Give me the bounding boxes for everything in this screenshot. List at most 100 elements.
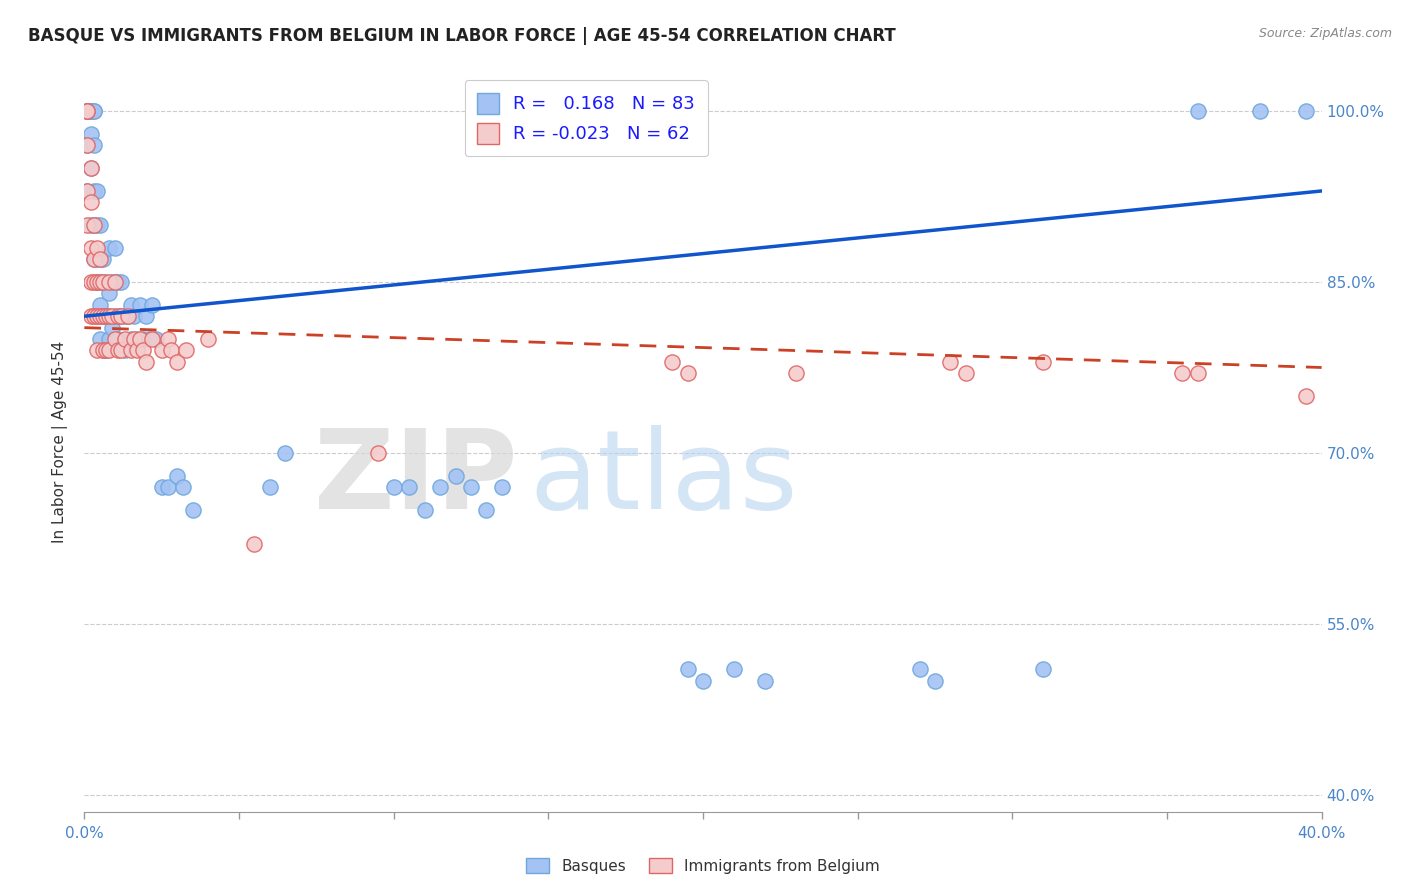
Point [141, 332, 163, 346]
Point [83, 184, 105, 198]
Point [166, 468, 188, 483]
Point [104, 310, 127, 324]
Point [939, 355, 962, 369]
Point [172, 480, 194, 494]
Point [91, 310, 114, 324]
Point [76, 138, 98, 153]
Point [367, 446, 389, 460]
Point [110, 275, 132, 289]
Point [91, 275, 114, 289]
Legend: R =   0.168   N = 83, R = -0.023   N = 62: R = 0.168 N = 83, R = -0.023 N = 62 [464, 80, 707, 156]
Point [122, 310, 145, 324]
Point [382, 480, 405, 494]
Point [98, 332, 121, 346]
Point [94, 275, 117, 289]
Point [181, 503, 204, 517]
Point [79, 218, 101, 232]
Point [79, 104, 101, 119]
Point [83, 218, 105, 232]
Point [86, 310, 108, 324]
Point [120, 343, 142, 358]
Point [114, 343, 136, 358]
Point [86, 343, 108, 358]
Point [107, 310, 129, 324]
Point [120, 298, 142, 312]
Point [104, 275, 127, 289]
Point [83, 275, 105, 289]
Point [98, 275, 121, 289]
Point [83, 218, 105, 232]
Point [135, 310, 157, 324]
Point [79, 310, 101, 324]
Point [141, 298, 163, 312]
Point [91, 275, 114, 289]
Text: BASQUE VS IMMIGRANTS FROM BELGIUM IN LABOR FORCE | AGE 45-54 CORRELATION CHART: BASQUE VS IMMIGRANTS FROM BELGIUM IN LAB… [28, 27, 896, 45]
Point [259, 480, 281, 494]
Point [125, 343, 148, 358]
Point [86, 184, 108, 198]
Point [91, 343, 114, 358]
Point [76, 138, 98, 153]
Point [120, 332, 142, 346]
Point [723, 662, 745, 676]
Point [176, 343, 198, 358]
Point [107, 343, 129, 358]
Point [101, 310, 124, 324]
Point [86, 218, 108, 232]
Point [156, 332, 179, 346]
Point [754, 673, 776, 688]
Point [76, 104, 98, 119]
Y-axis label: In Labor Force | Age 45-54: In Labor Force | Age 45-54 [52, 341, 69, 542]
Point [150, 480, 173, 494]
Point [110, 343, 132, 358]
Point [661, 355, 683, 369]
Point [955, 366, 977, 380]
Point [76, 104, 98, 119]
Point [83, 310, 105, 324]
Text: atlas: atlas [530, 425, 799, 532]
Point [89, 298, 111, 312]
Point [398, 480, 420, 494]
Point [89, 275, 111, 289]
Point [79, 104, 101, 119]
Point [79, 161, 101, 176]
Point [101, 275, 124, 289]
Point [91, 343, 114, 358]
Point [94, 343, 117, 358]
Point [1187, 104, 1209, 119]
Point [107, 275, 129, 289]
Point [138, 332, 160, 346]
Point [110, 310, 132, 324]
Point [86, 275, 108, 289]
Point [83, 138, 105, 153]
Point [98, 310, 121, 324]
Point [166, 355, 188, 369]
Legend: Basques, Immigrants from Belgium: Basques, Immigrants from Belgium [520, 852, 886, 880]
Point [160, 343, 183, 358]
Point [89, 332, 111, 346]
Point [924, 673, 946, 688]
Point [135, 355, 157, 369]
Point [76, 104, 98, 119]
Point [94, 343, 117, 358]
Point [125, 332, 148, 346]
Point [101, 320, 124, 334]
Text: ZIP: ZIP [314, 425, 517, 532]
Point [676, 662, 699, 676]
Point [117, 310, 139, 324]
Point [132, 332, 155, 346]
Point [83, 252, 105, 267]
Point [413, 503, 436, 517]
Point [76, 184, 98, 198]
Point [1249, 104, 1271, 119]
Point [79, 104, 101, 119]
Point [91, 310, 114, 324]
Point [86, 241, 108, 255]
Point [1032, 662, 1054, 676]
Point [83, 252, 105, 267]
Point [79, 275, 101, 289]
Point [79, 195, 101, 210]
Point [197, 332, 219, 346]
Point [83, 104, 105, 119]
Point [117, 310, 139, 324]
